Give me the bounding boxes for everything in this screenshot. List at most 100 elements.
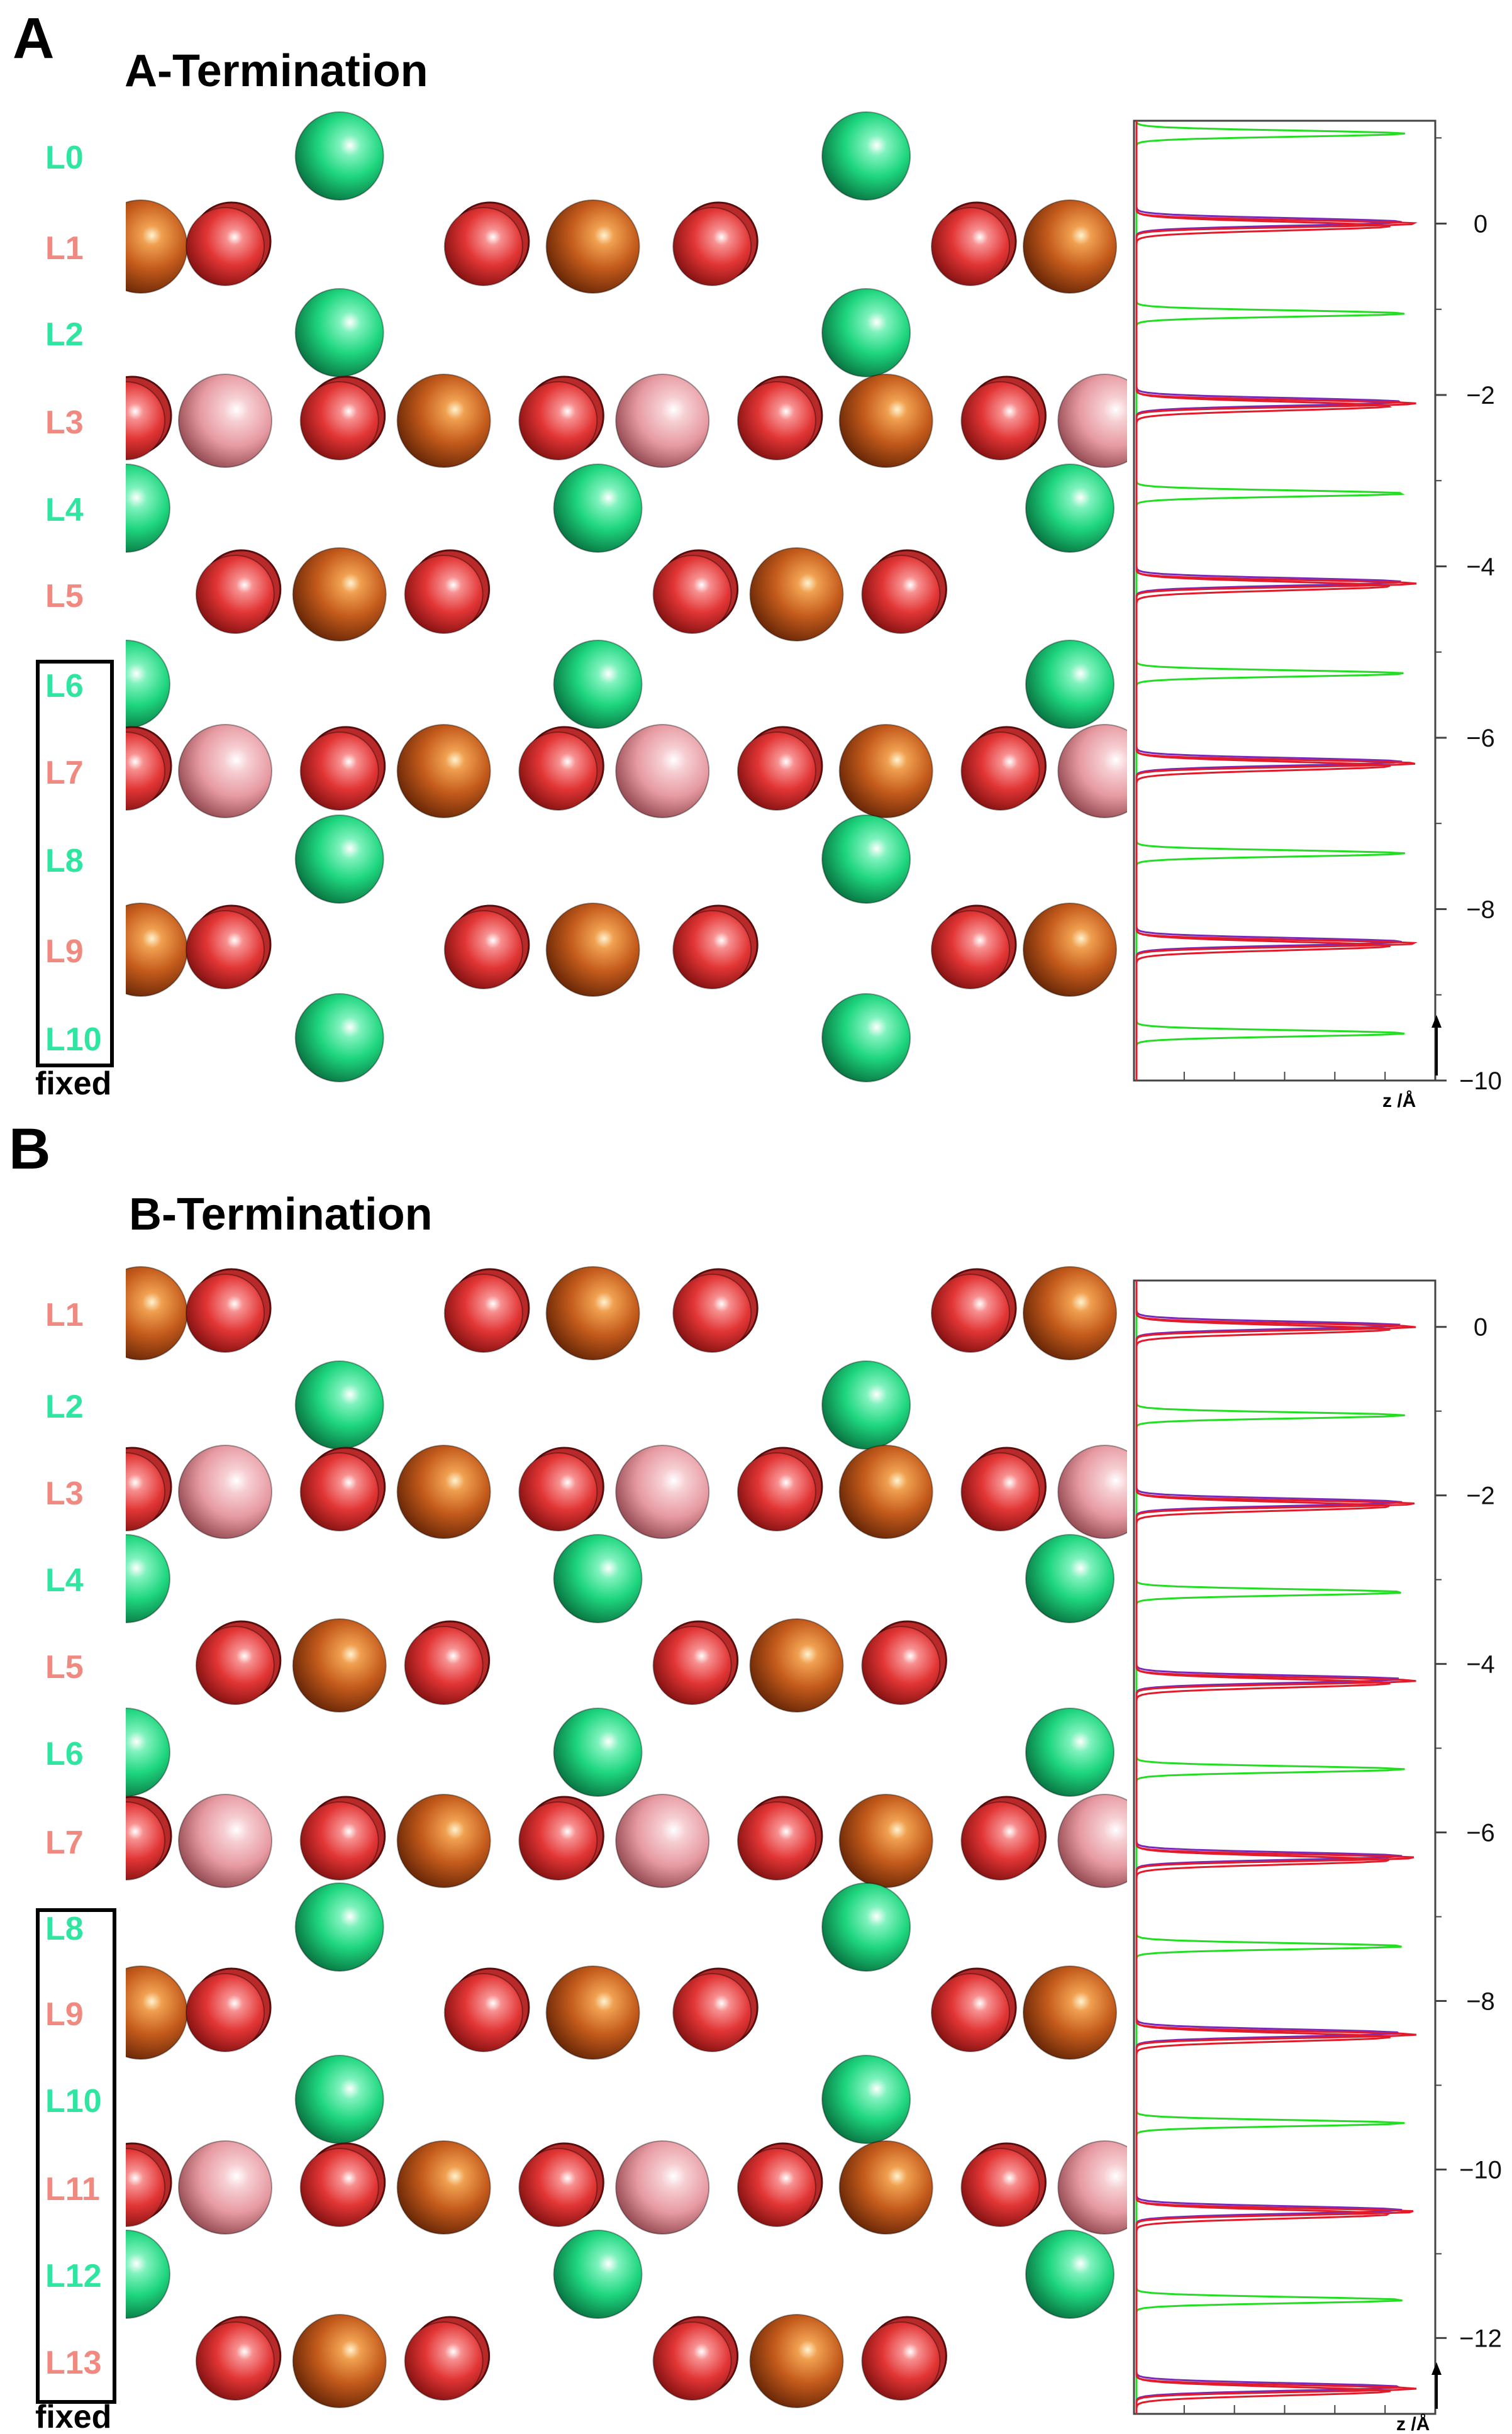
- red-atom: [186, 1274, 265, 1353]
- layer-label-l11: L11: [45, 2171, 100, 2208]
- panel-a-density-chart: 0 −2 −4 −6 −8 −10: [1133, 119, 1502, 1095]
- green-atom: [821, 288, 911, 377]
- orange-atom: [1023, 1965, 1117, 2060]
- green-atom: [821, 993, 911, 1082]
- red-density-curve-2: [1135, 1281, 1392, 2414]
- green-atom: [1025, 2230, 1115, 2319]
- red-atom: [737, 1801, 816, 1881]
- layer-label-l1: L1: [45, 1297, 84, 1333]
- red-atom: [443, 1973, 523, 2052]
- green-atom: [1025, 1534, 1115, 1623]
- green-atom: [553, 2230, 643, 2319]
- green-atom: [294, 111, 384, 201]
- orange-atom: [749, 2314, 844, 2408]
- green-atom: [1025, 640, 1115, 729]
- chart-frame: [1133, 119, 1437, 1082]
- green-atom: [821, 111, 911, 201]
- red-atom: [518, 731, 598, 811]
- layer-label-l7: L7: [45, 1825, 84, 1861]
- red-atom: [672, 1973, 752, 2052]
- green-atom: [294, 814, 384, 904]
- pink-atom: [1057, 724, 1127, 818]
- y-tick-label: −2: [1466, 1482, 1495, 1510]
- layer-label-l12: L12: [45, 2258, 102, 2294]
- y-tick-label: −8: [1466, 896, 1495, 924]
- green-atom: [1025, 464, 1115, 553]
- red-atom: [404, 2321, 484, 2401]
- panel-b-title: B-Termination: [129, 1189, 433, 1240]
- y-tick-label: −8: [1466, 1988, 1495, 2016]
- green-atom: [553, 1708, 643, 1797]
- red-atom: [737, 381, 816, 460]
- layer-label-l4: L4: [45, 492, 84, 528]
- orange-atom: [126, 1266, 188, 1360]
- layer-label-l5: L5: [45, 578, 84, 614]
- red-atom: [299, 731, 379, 811]
- red-atom: [443, 1274, 523, 1353]
- panel-a-letter: A: [13, 6, 54, 70]
- green-atom: [553, 464, 643, 553]
- red-atom: [960, 381, 1040, 460]
- red-atom: [195, 1626, 275, 1705]
- red-atom: [931, 1274, 1010, 1353]
- layer-label-l6: L6: [45, 668, 84, 704]
- layer-label-l8: L8: [45, 1911, 84, 1947]
- red-atom: [186, 910, 265, 989]
- red-atom: [195, 555, 275, 634]
- green-atom: [294, 1360, 384, 1450]
- green-atom: [294, 1882, 384, 1972]
- red-atom: [931, 207, 1010, 286]
- layer-label-l6: L6: [45, 1736, 84, 1772]
- y-tick-label: −4: [1466, 553, 1495, 581]
- orange-atom: [838, 724, 933, 818]
- pink-atom: [615, 374, 710, 468]
- orange-atom: [749, 547, 844, 642]
- red-atom: [652, 1626, 732, 1705]
- pink-atom: [178, 1445, 272, 1539]
- pink-atom: [615, 1794, 710, 1888]
- panel-b-fixed-label: fixed: [35, 2399, 111, 2434]
- red-atom: [960, 1452, 1040, 1531]
- orange-atom: [545, 1965, 640, 2060]
- orange-atom: [396, 1794, 491, 1888]
- orange-atom: [292, 1618, 387, 1713]
- y-tick-label: −6: [1466, 1820, 1495, 1847]
- panel-b-density-chart: 0 −2 −4 −6 −8 −10 −12: [1133, 1279, 1502, 2415]
- orange-atom: [396, 724, 491, 818]
- layer-label-l3: L3: [45, 1475, 84, 1512]
- orange-atom: [126, 903, 188, 997]
- red-atom: [443, 207, 523, 286]
- red-atom: [443, 910, 523, 989]
- orange-atom: [545, 199, 640, 294]
- panel-a-fixed-label: fixed: [35, 1065, 111, 1102]
- panel-a-fixed-box: [36, 660, 114, 1067]
- green-atom: [553, 640, 643, 729]
- orange-atom: [1023, 1266, 1117, 1360]
- orange-atom: [292, 547, 387, 642]
- red-atom: [126, 1801, 165, 1881]
- panel-a-title: A-Termination: [125, 46, 428, 96]
- y-tick-label: −12: [1459, 2325, 1502, 2352]
- orange-atom: [838, 374, 933, 468]
- layer-label-l2: L2: [45, 316, 84, 353]
- panel-a: A A-Termination L0L1L2L3L4L5L6L7L8L9L10 …: [13, 6, 1502, 1111]
- green-atom: [294, 288, 384, 377]
- red-atom: [518, 1452, 598, 1531]
- green-atom: [821, 1882, 911, 1972]
- red-atom: [737, 2148, 816, 2227]
- green-atom: [126, 1708, 170, 1797]
- orange-atom: [396, 374, 491, 468]
- layer-label-l13: L13: [45, 2345, 102, 2381]
- layer-label-l9: L9: [45, 1996, 84, 2033]
- red-atom: [299, 2148, 379, 2227]
- red-atom: [672, 910, 752, 989]
- orange-atom: [838, 2140, 933, 2235]
- orange-atom: [545, 903, 640, 997]
- red-atom: [186, 207, 265, 286]
- orange-atom: [838, 1794, 933, 1888]
- y-tick-label: 0: [1474, 211, 1487, 238]
- pink-atom: [178, 2140, 272, 2235]
- green-atom: [294, 993, 384, 1082]
- red-atom: [652, 2321, 732, 2401]
